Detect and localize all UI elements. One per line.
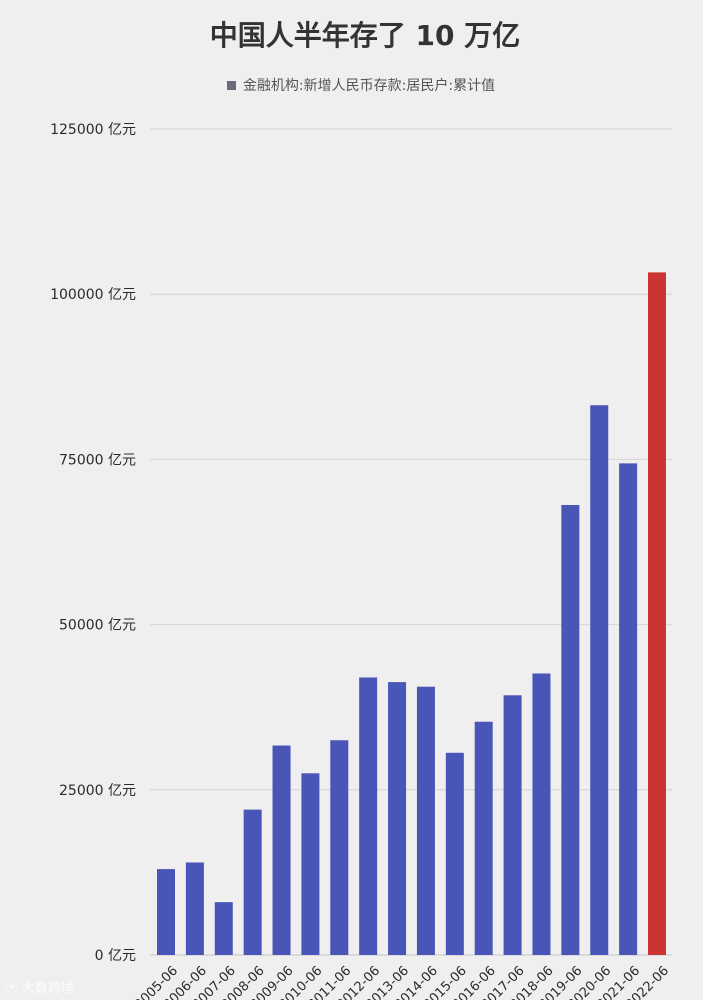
bar-2019-06 [561,504,580,955]
y-tick-label: 125000 亿元 [50,122,136,138]
y-tick-label: 75000 亿元 [59,452,136,468]
watermark: ⓦ 大数跨境 [6,977,74,996]
legend-label: 金融机构:新增人民币存款:居民户:累计值 [242,78,496,94]
bar-2007-06 [214,902,233,955]
bar-2015-06 [445,752,464,955]
legend-swatch [226,80,236,90]
bar-2009-06 [272,745,291,955]
bar-2008-06 [243,809,262,955]
y-tick-label: 100000 亿元 [50,287,136,303]
bar-2020-06 [590,405,609,956]
y-axis-ticks: 0 亿元 25000 亿元 50000 亿元 75000 亿元 100000 亿元 125… [50,122,136,964]
y-tick-label: 25000 亿元 [59,783,136,799]
bar-2017-06 [503,695,522,955]
weibo-icon: ⓦ [6,980,19,994]
bar-2018-06 [532,673,551,955]
gridlines [150,128,672,956]
bar-2011-06 [330,740,349,955]
bar-2014-06 [416,686,435,955]
y-tick-label: 0 亿元 [95,948,136,964]
bar-2022-06 [648,272,666,956]
bar-2005-06 [157,869,175,955]
bar-2013-06 [388,682,407,955]
bars [157,272,666,956]
chart-title: 中国人半年存了 10 万亿 [209,19,521,52]
bar-2021-06 [619,463,638,955]
y-tick-label: 50000 亿元 [59,618,136,634]
bar-2006-06 [185,862,204,955]
x-axis-ticks: 2005-062006-062007-062008-062009-062010-… [132,963,672,1000]
bar-2010-06 [301,773,320,955]
bar-2012-06 [359,677,378,955]
watermark-text: 大数跨境 [22,981,75,996]
chart-legend: 金融机构:新增人民币存款:居民户:累计值 [0,75,703,95]
bar-2016-06 [474,721,493,955]
